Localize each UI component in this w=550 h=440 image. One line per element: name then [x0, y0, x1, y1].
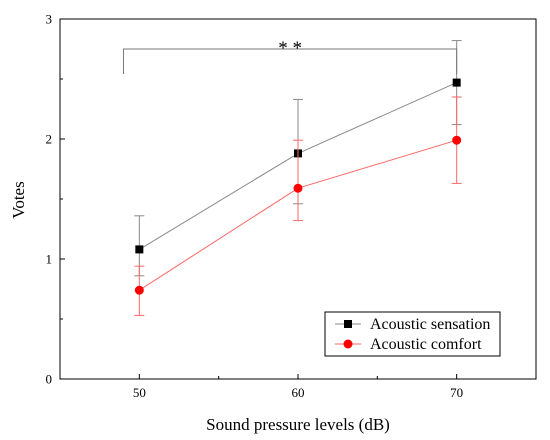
significance-bracket	[122, 48, 458, 74]
x-tick-label: 60	[292, 385, 305, 400]
data-point-square	[452, 78, 461, 87]
y-tick-label: 1	[46, 252, 53, 267]
legend-marker-sensation	[344, 320, 352, 328]
x-tick-label: 50	[133, 385, 146, 400]
data-point-circle	[293, 183, 303, 193]
data-point-circle	[452, 135, 462, 145]
legend: Acoustic sensation Acoustic comfort	[324, 311, 501, 357]
series-1	[134, 96, 462, 316]
annotation-layer: * *	[122, 38, 458, 74]
data-point-square	[135, 245, 144, 254]
legend-box	[324, 311, 501, 357]
x-tick-label: 70	[450, 385, 463, 400]
data-point-circle	[134, 285, 144, 295]
ticks: 50 60 70 0 1 2 3	[46, 12, 537, 400]
series-layer	[134, 40, 462, 316]
legend-marker-comfort	[343, 339, 353, 349]
legend-label-comfort: Acoustic comfort	[370, 336, 482, 353]
y-tick-label: 2	[46, 132, 53, 147]
significance-label: * *	[278, 38, 302, 59]
y-tick-label: 3	[46, 12, 53, 27]
x-axis-title: Sound pressure levels (dB)	[206, 415, 390, 434]
y-tick-label: 0	[46, 372, 53, 387]
y-axis-title: Votes	[9, 181, 28, 218]
legend-label-sensation: Acoustic sensation	[370, 316, 490, 333]
